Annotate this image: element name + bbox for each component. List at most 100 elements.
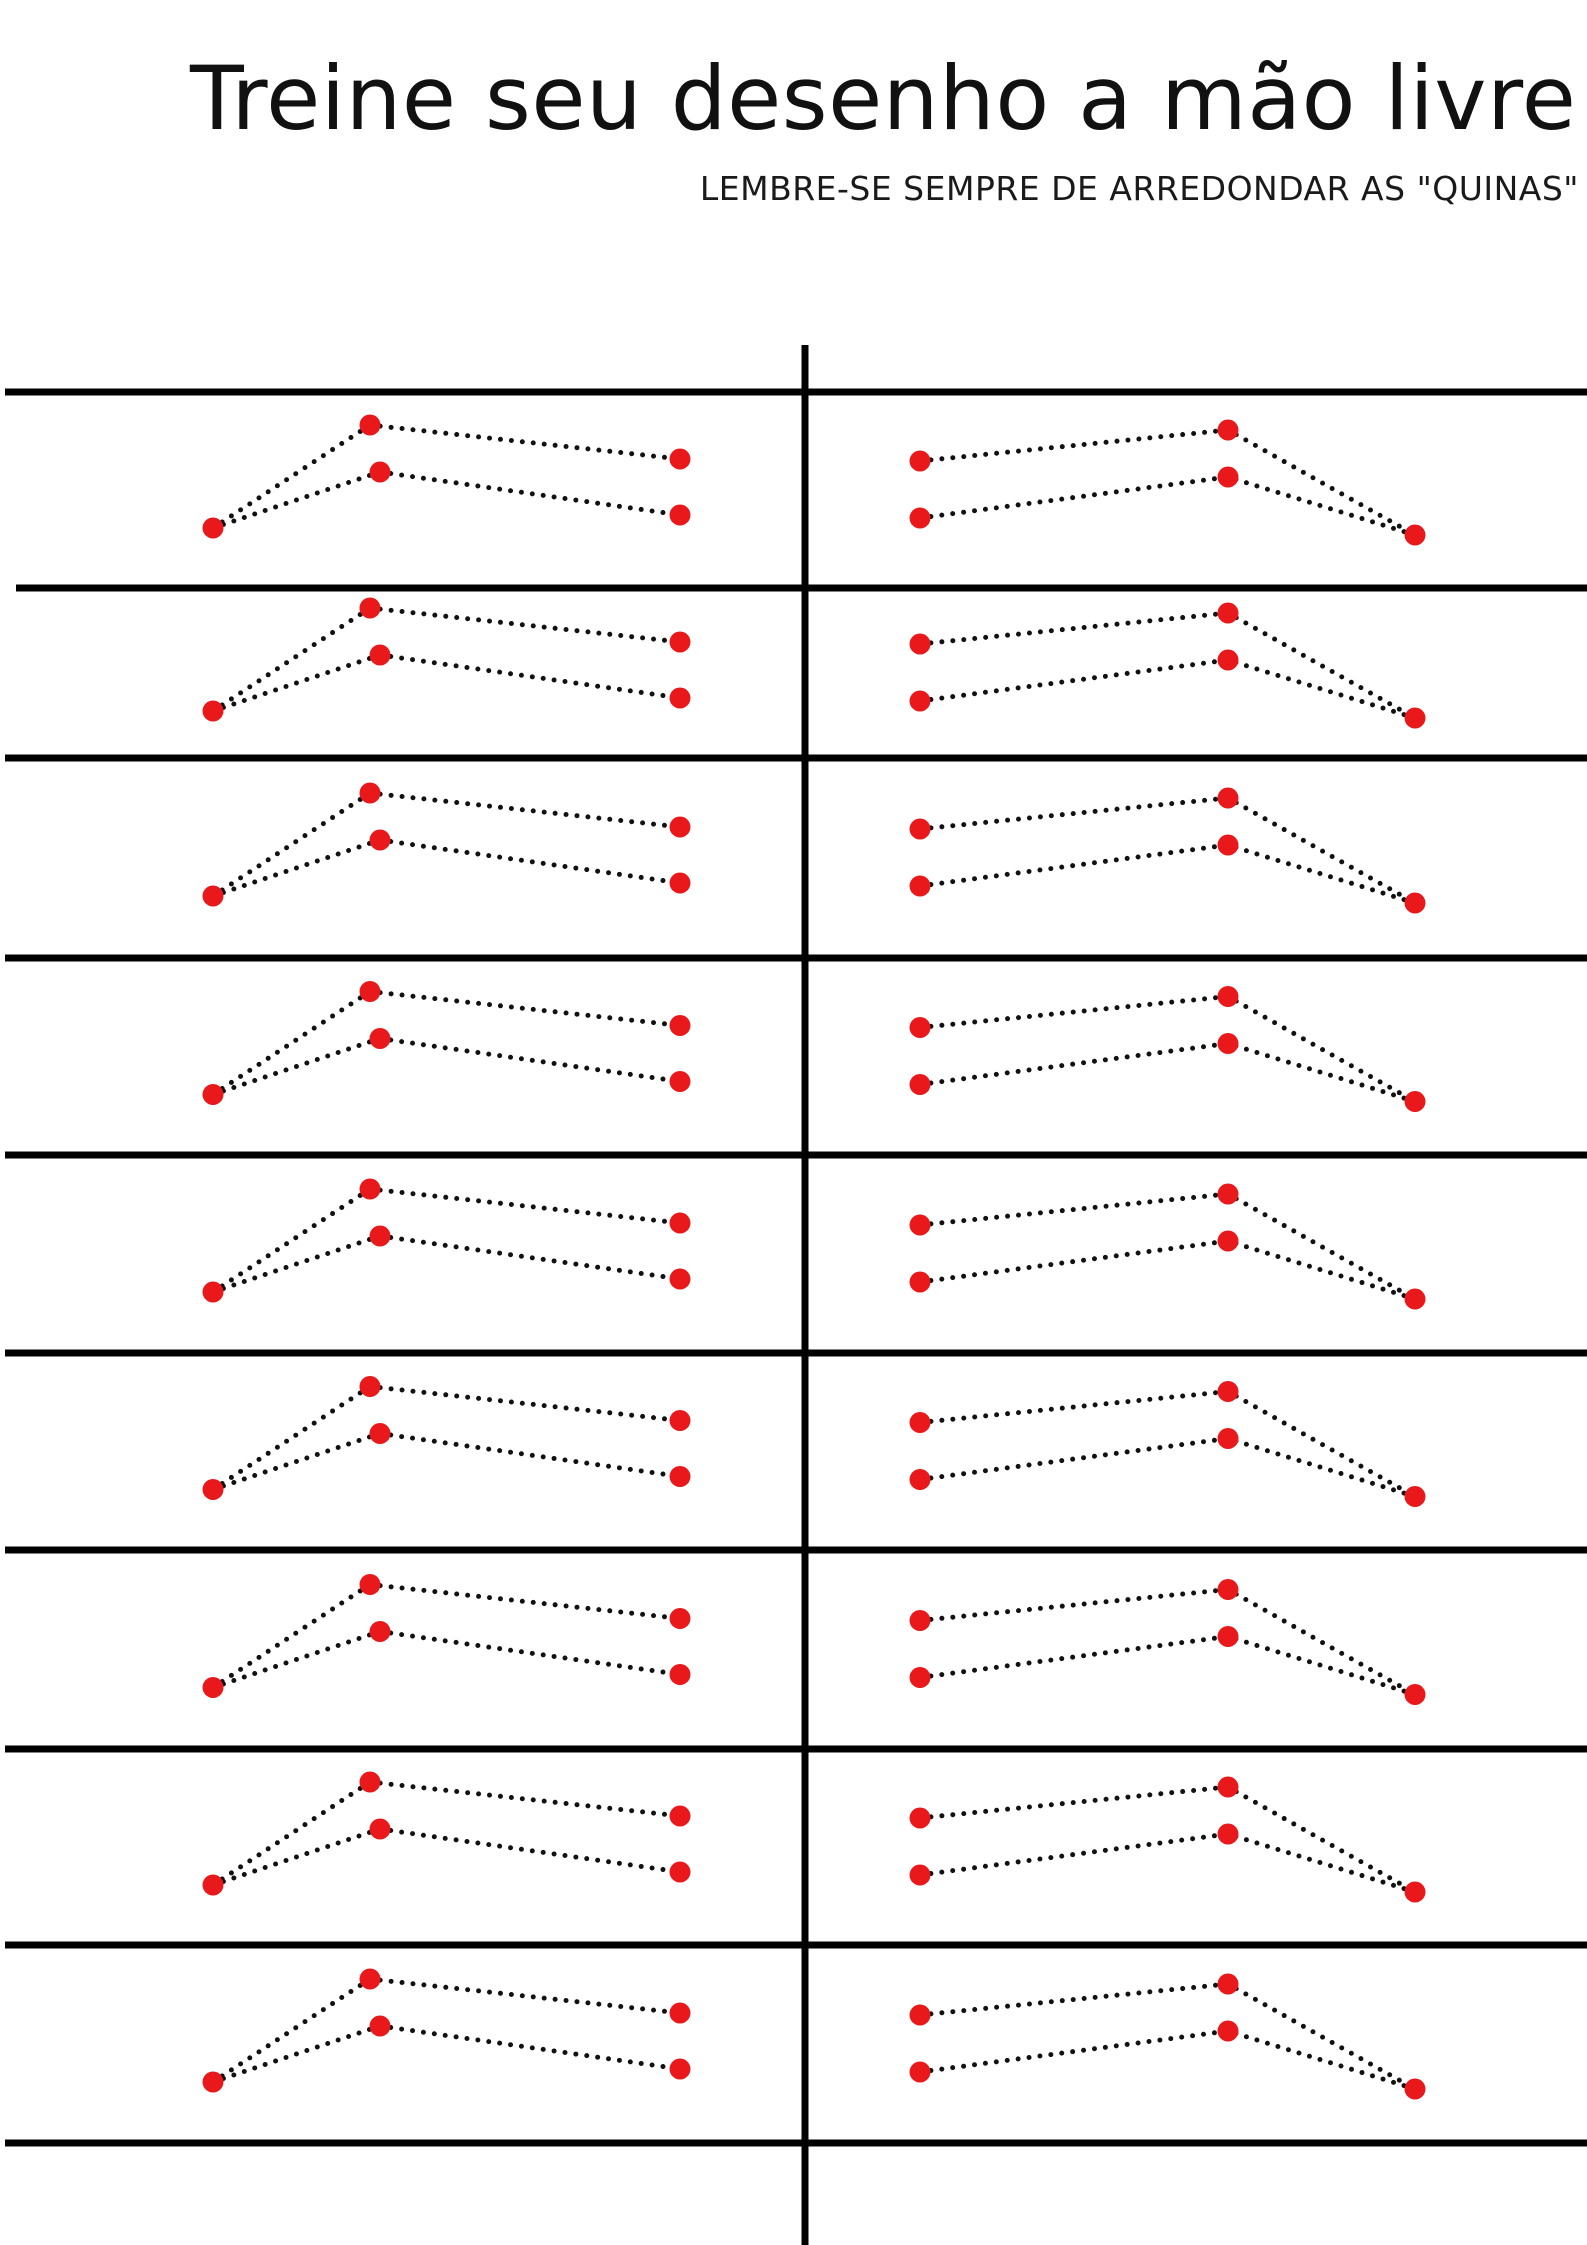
dotted-guide-lower	[917, 1238, 1418, 1302]
dotted-guide-upper	[210, 1186, 683, 1295]
dotted-guide-upper	[917, 610, 1418, 721]
guide-dot-5	[669, 1466, 691, 1487]
guide-dot-5	[1404, 892, 1426, 914]
dotted-guide-upper	[917, 1784, 1418, 1895]
guide-dot-1	[202, 1677, 224, 1698]
guide-dot-2	[1217, 1776, 1239, 1798]
guide-dot-4	[369, 1225, 391, 1247]
dotted-guide-lower	[210, 1035, 683, 1097]
guide-dot-1	[909, 450, 931, 472]
guide-dot-3	[669, 1805, 691, 1827]
guide-dot-4	[1217, 1230, 1239, 1252]
guide-dot-5	[1404, 1091, 1426, 1112]
exercise-right-row-6	[909, 1381, 1426, 1507]
dotted-guide-upper	[917, 993, 1418, 1104]
dotted-guide-upper	[917, 795, 1418, 906]
guide-dot-1	[909, 1017, 931, 1038]
exercise-right-row-3	[909, 787, 1426, 914]
dotted-guide-upper	[210, 1581, 683, 1690]
exercise-left-row-3	[202, 782, 691, 907]
dotted-guide-upper	[917, 427, 1418, 538]
guide-dot-3	[669, 448, 691, 470]
dotted-guide-lower	[917, 1435, 1418, 1499]
guide-dot-5	[1404, 707, 1426, 729]
exercise-left-row-5	[202, 1178, 691, 1303]
guide-dot-3	[909, 1469, 931, 1490]
dotted-guide-lower	[210, 1233, 683, 1295]
guide-dot-5	[1404, 1288, 1426, 1310]
guide-dot-4	[1217, 649, 1239, 671]
guide-dot-1	[202, 1084, 224, 1105]
guide-dot-2	[1217, 1579, 1239, 1600]
dotted-guide-upper	[210, 1779, 683, 1888]
guide-dot-2	[359, 782, 381, 804]
dotted-guide-lower	[917, 1633, 1418, 1697]
dotted-guide-upper	[917, 1981, 1418, 2092]
guide-dot-3	[669, 1212, 691, 1234]
guide-dot-2	[1217, 1973, 1239, 1995]
guide-dot-2	[359, 414, 381, 436]
guide-dot-3	[909, 690, 931, 712]
guide-dot-3	[909, 1074, 931, 1095]
dotted-guide-upper	[917, 1586, 1418, 1697]
exercise-right-row-1	[909, 419, 1426, 546]
guide-dot-2	[359, 1968, 381, 1990]
guide-dot-3	[909, 1864, 931, 1886]
guide-dot-5	[1404, 1486, 1426, 1507]
dotted-guide-upper	[210, 605, 683, 714]
guide-dot-3	[669, 1608, 691, 1629]
dotted-guide-upper	[210, 1383, 683, 1492]
guide-dot-5	[669, 872, 691, 894]
guide-dot-1	[202, 1479, 224, 1500]
guide-dot-1	[909, 1412, 931, 1433]
dotted-guide-upper	[917, 1191, 1418, 1302]
dotted-guide-lower	[917, 1040, 1418, 1104]
guide-dot-4	[369, 829, 391, 851]
guide-dot-1	[909, 1610, 931, 1631]
guide-dot-5	[1404, 1684, 1426, 1705]
guide-dot-2	[359, 981, 381, 1002]
exercise-left-row-7	[202, 1574, 691, 1698]
guide-dot-5	[1404, 524, 1426, 546]
guide-dot-4	[369, 1621, 391, 1642]
guide-dot-5	[669, 2058, 691, 2080]
guide-dot-4	[1217, 834, 1239, 856]
guide-dot-1	[909, 1214, 931, 1236]
dotted-guide-lower	[210, 1826, 683, 1888]
guide-dot-3	[669, 816, 691, 838]
guide-dot-5	[669, 1071, 691, 1092]
exercise-right-row-9	[909, 1973, 1426, 2100]
guide-dot-3	[909, 1667, 931, 1688]
exercise-left-row-2	[202, 597, 691, 722]
guide-dot-5	[669, 687, 691, 709]
guide-dot-2	[1217, 419, 1239, 441]
guide-dot-3	[909, 1271, 931, 1293]
guide-dot-2	[359, 597, 381, 619]
page-subtitle: LEMBRE-SE SEMPRE DE ARREDONDAR AS "QUINA…	[699, 169, 1579, 208]
guide-dot-1	[909, 2004, 931, 2026]
guide-dot-4	[369, 1818, 391, 1840]
guide-dot-5	[669, 1861, 691, 1883]
guide-dot-4	[369, 644, 391, 666]
dotted-guide-lower	[917, 842, 1418, 906]
guide-dot-3	[669, 1410, 691, 1431]
dotted-guide-lower	[210, 1628, 683, 1690]
exercise-right-row-8	[909, 1776, 1426, 1903]
guide-dot-1	[202, 885, 224, 907]
guide-dot-2	[1217, 787, 1239, 809]
dotted-guide-upper	[210, 422, 683, 531]
dotted-guide-lower	[210, 652, 683, 714]
exercise-right-row-4	[909, 986, 1426, 1112]
exercise-right-row-5	[909, 1183, 1426, 1310]
exercise-left-row-4	[202, 981, 691, 1105]
guide-dot-4	[1217, 1626, 1239, 1647]
exercise-left-row-8	[202, 1771, 691, 1896]
guide-dot-5	[669, 504, 691, 526]
guide-dot-4	[369, 2015, 391, 2037]
guide-dot-4	[369, 1028, 391, 1049]
guide-dot-3	[909, 2061, 931, 2083]
guide-dot-1	[909, 1807, 931, 1829]
guide-dot-2	[1217, 986, 1239, 1007]
guide-dot-4	[369, 1423, 391, 1444]
guide-dot-1	[202, 1281, 224, 1303]
